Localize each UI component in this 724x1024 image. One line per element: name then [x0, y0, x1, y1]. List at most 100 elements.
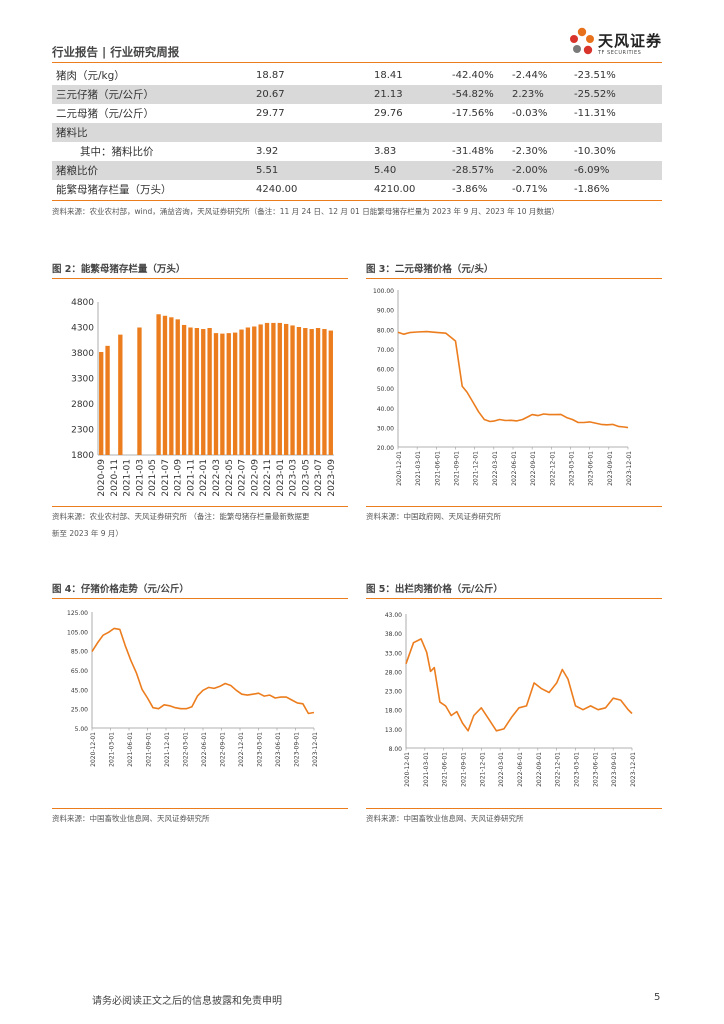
price-table: 猪肉（元/kg） 18.87 18.41 -42.40% -2.44% -23.51% 三元…	[52, 66, 662, 199]
cell-value: -17.56%	[452, 108, 494, 119]
bar	[264, 322, 270, 455]
x-tick-label: 2021-09-01	[461, 752, 468, 787]
cell-value: -42.40%	[452, 70, 494, 81]
cell-value: -23.51%	[574, 70, 616, 81]
bar	[220, 333, 225, 455]
cell-value: 20.67	[252, 85, 370, 104]
bar	[156, 314, 161, 455]
cell-value: 18.87	[256, 70, 285, 81]
y-tick-label: 20.00	[377, 445, 394, 452]
x-tick-label: 2023-12-01	[630, 752, 637, 787]
y-tick-label: 60.00	[377, 367, 394, 374]
x-tick-label: 2022-03-01	[183, 732, 190, 767]
y-tick-label: 3800	[71, 349, 94, 359]
fig4-title: 图 4：仔猪价格走势（元/公斤）	[52, 584, 189, 595]
row-label: 其中：猪料比价	[80, 146, 154, 158]
logo-mark-icon	[570, 27, 594, 55]
fig5-chart: 43.0038.0033.0028.0023.0018.0013.008.002…	[385, 612, 637, 787]
bar	[105, 345, 110, 455]
row-label: 猪料比	[52, 123, 252, 142]
x-tick-label: 2021-05	[148, 459, 158, 497]
x-tick-label: 2022-03	[212, 459, 222, 497]
y-tick-label: 8.00	[389, 746, 403, 753]
table-row: 猪料比	[52, 123, 662, 142]
x-tick-label: 2020-12-01	[396, 451, 403, 486]
bar	[175, 319, 180, 455]
x-tick-label: 2023-06-01	[592, 752, 599, 787]
y-tick-label: 100.00	[373, 288, 394, 295]
y-tick-label: 1800	[71, 451, 94, 461]
bar	[118, 334, 123, 455]
fig2-title: 图 2：能繁母猪存栏量（万头）	[52, 264, 186, 275]
cell-value: -28.57%	[448, 161, 508, 180]
bar	[194, 328, 200, 455]
y-tick-label: 38.00	[385, 631, 402, 638]
row-label: 猪粮比价	[52, 161, 252, 180]
cell-value	[508, 123, 570, 142]
y-tick-label: 23.00	[385, 689, 402, 696]
x-tick-label: 2022-12-01	[238, 732, 245, 767]
cell-value: 4240.00	[256, 184, 298, 195]
fig3-title: 图 3：二元母猪价格（元/头）	[366, 264, 494, 275]
x-tick-label: 2023-09	[327, 459, 337, 497]
y-tick-label: 2800	[71, 400, 94, 410]
table-row: 能繁母猪存栏量（万头） 4240.00 4210.00 -3.86% -0.71% -1.…	[52, 180, 662, 199]
y-tick-label: 4300	[71, 324, 94, 334]
bar	[162, 315, 168, 455]
fig4-source: 资料来源：中国畜牧业信息网、天风证券研究所	[52, 814, 210, 823]
bar	[258, 324, 263, 455]
company-logo: 天风证券 TF SECURITIES	[568, 26, 678, 62]
cell-value	[370, 123, 448, 142]
bar	[277, 322, 282, 455]
y-tick-label: 40.00	[377, 406, 394, 413]
x-tick-label: 2022-09	[250, 459, 260, 497]
cell-value: 5.40	[370, 161, 448, 180]
bar	[137, 327, 142, 455]
x-tick-label: 2022-09-01	[536, 752, 543, 787]
x-tick-label: 2023-03-01	[574, 752, 581, 787]
cell-value	[448, 123, 508, 142]
bar	[252, 326, 257, 455]
y-tick-label: 65.00	[71, 668, 88, 675]
bar	[188, 327, 193, 455]
x-tick-label: 2021-09-01	[146, 732, 153, 767]
x-tick-label: 2023-03-01	[257, 732, 264, 767]
x-tick-label: 2022-06-01	[511, 451, 518, 486]
cell-value: -54.82%	[448, 85, 508, 104]
cell-value: -2.44%	[512, 70, 548, 81]
x-tick-label: 2021-03-01	[423, 752, 430, 787]
x-tick-label: 2021-12-01	[479, 752, 486, 787]
fig5-title: 图 5：出栏肉猪价格（元/公斤）	[366, 584, 503, 595]
x-tick-label: 2021-06-01	[434, 451, 441, 486]
x-tick-label: 2022-06-01	[201, 732, 208, 767]
table-row: 三元仔猪（元/公斤） 20.67 21.13 -54.82% 2.23% -25.52%	[52, 85, 662, 104]
x-tick-label: 2021-03-01	[415, 451, 422, 486]
cell-value: 21.13	[370, 85, 448, 104]
bar	[283, 323, 289, 455]
x-tick-label: 2022-03-01	[492, 451, 499, 486]
x-tick-label: 2020-09	[97, 459, 107, 497]
logo-name: 天风证券	[598, 32, 663, 50]
table-row: 其中：猪料比价 3.92 3.83 -31.48% -2.30% -10.30%	[52, 142, 662, 161]
bar	[296, 326, 302, 455]
cell-value: -6.09%	[570, 161, 662, 180]
cell-value: -0.03%	[512, 108, 548, 119]
row-label: 猪肉（元/kg）	[56, 70, 125, 82]
cell-value: -2.00%	[508, 161, 570, 180]
x-tick-label: 2022-01	[199, 459, 209, 497]
series-line	[405, 638, 633, 732]
table-row: 猪肉（元/kg） 18.87 18.41 -42.40% -2.44% -23.51%	[52, 66, 662, 85]
x-tick-label: 2021-06-01	[442, 752, 449, 787]
x-tick-label: 2023-12-01	[312, 732, 319, 767]
cell-value: -0.71%	[512, 184, 548, 195]
y-tick-label: 30.00	[377, 425, 394, 432]
x-tick-label: 2023-01	[276, 459, 286, 497]
logo-subtitle: TF SECURITIES	[598, 50, 642, 56]
series-line	[397, 330, 629, 429]
fig2-title-rule	[52, 278, 348, 279]
cell-value: 18.41	[374, 70, 403, 81]
fig4-bottom-rule	[52, 808, 348, 809]
x-tick-label: 2023-06-01	[588, 451, 595, 486]
x-tick-label: 2023-09-01	[607, 451, 614, 486]
fig3-title-rule	[366, 278, 662, 279]
